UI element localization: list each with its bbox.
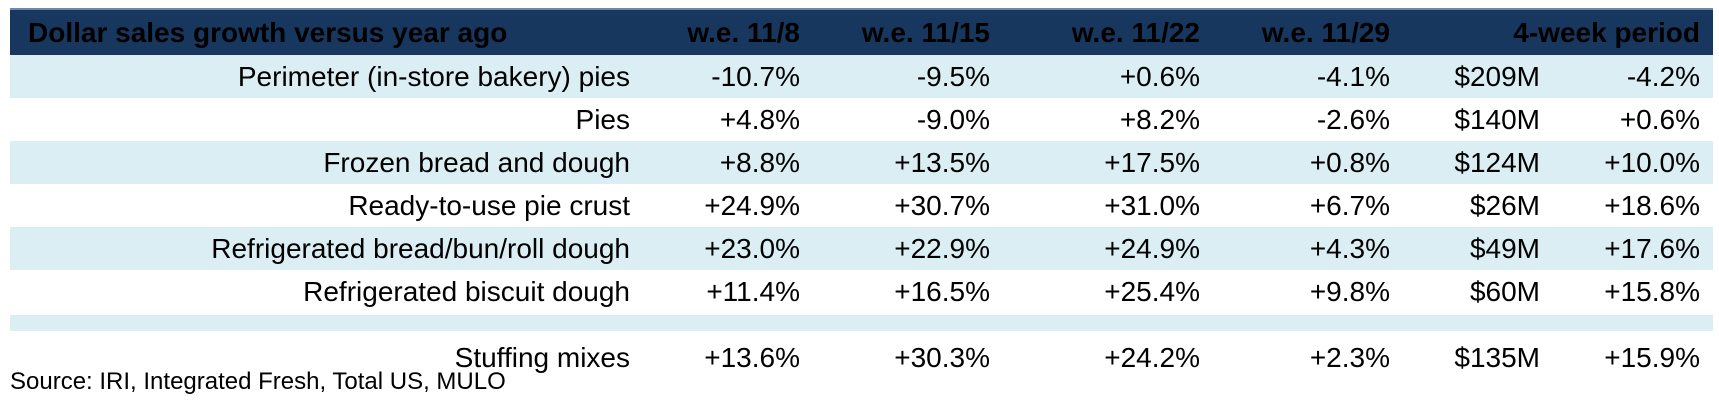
column-header-we-11-22: w.e. 11/22 — [1071, 17, 1200, 48]
table-divider — [10, 315, 1713, 331]
table-row: Ready-to-use pie crust +24.9% +30.7% +31… — [10, 184, 1713, 227]
value-4-week-growth: -4.2% — [1626, 61, 1700, 92]
value-we-11-8: +13.6% — [704, 342, 800, 373]
value-we-11-22: +24.2% — [1104, 342, 1200, 373]
value-we-11-8: +11.4% — [706, 276, 800, 307]
value-we-11-29: +9.8% — [1309, 276, 1390, 307]
source-note: Source: IRI, Integrated Fresh, Total US,… — [10, 368, 506, 395]
value-we-11-29: +2.3% — [1309, 342, 1390, 373]
value-4-week-growth: +18.6% — [1604, 190, 1700, 221]
value-4-week-growth: +17.6% — [1604, 233, 1700, 264]
row-label: Refrigerated biscuit dough — [303, 276, 630, 307]
row-label: Stuffing mixes — [454, 342, 630, 373]
table-header: Dollar sales growth versus year ago w.e.… — [10, 8, 1713, 55]
table-row: Refrigerated biscuit dough +11.4% +16.5%… — [10, 270, 1713, 313]
column-header-4-week-period: 4-week period — [1513, 17, 1700, 48]
value-4-week-sales: $135M — [1454, 342, 1540, 373]
value-we-11-15: -9.5% — [916, 61, 990, 92]
value-we-11-8: -10.7% — [711, 61, 800, 92]
row-label: Perimeter (in-store bakery) pies — [237, 61, 630, 92]
value-we-11-15: +22.9% — [894, 233, 990, 264]
table-row: Pies +4.8% -9.0% +8.2% -2.6% $140M +0.6% — [10, 98, 1713, 141]
column-header-we-11-8: w.e. 11/8 — [687, 17, 800, 48]
value-4-week-sales: $124M — [1454, 147, 1540, 178]
value-we-11-22: +24.9% — [1104, 233, 1200, 264]
value-we-11-29: -2.6% — [1316, 104, 1390, 135]
value-we-11-15: +13.5% — [894, 147, 990, 178]
table-row: Frozen bread and dough +8.8% +13.5% +17.… — [10, 141, 1713, 184]
value-we-11-8: +23.0% — [704, 233, 800, 264]
value-4-week-growth: +15.8% — [1604, 276, 1700, 307]
value-we-11-15: -9.0% — [916, 104, 990, 135]
value-4-week-growth: +10.0% — [1604, 147, 1700, 178]
value-we-11-22: +0.6% — [1119, 61, 1200, 92]
value-4-week-sales: $26M — [1469, 190, 1540, 221]
table-title: Dollar sales growth versus year ago — [28, 17, 508, 48]
value-we-11-15: +30.7% — [894, 190, 990, 221]
value-we-11-29: +4.3% — [1309, 233, 1390, 264]
row-label: Pies — [575, 104, 630, 135]
row-label: Frozen bread and dough — [323, 147, 630, 178]
value-4-week-sales: $209M — [1454, 61, 1540, 92]
row-label: Ready-to-use pie crust — [348, 190, 630, 221]
row-label: Refrigerated bread/bun/roll dough — [211, 233, 630, 264]
value-we-11-22: +17.5% — [1104, 147, 1200, 178]
value-we-11-22: +25.4% — [1104, 276, 1200, 307]
table-row: Perimeter (in-store bakery) pies -10.7% … — [10, 55, 1713, 98]
value-we-11-8: +4.8% — [719, 104, 800, 135]
value-we-11-8: +24.9% — [704, 190, 800, 221]
value-4-week-sales: $140M — [1454, 104, 1540, 135]
value-4-week-sales: $49M — [1469, 233, 1540, 264]
value-we-11-15: +16.5% — [894, 276, 990, 307]
value-we-11-29: +0.8% — [1309, 147, 1390, 178]
value-4-week-growth: +0.6% — [1619, 104, 1700, 135]
value-we-11-29: +6.7% — [1309, 190, 1390, 221]
value-we-11-22: +31.0% — [1104, 190, 1200, 221]
value-we-11-29: -4.1% — [1316, 61, 1390, 92]
sales-growth-table: Dollar sales growth versus year ago w.e.… — [10, 8, 1713, 381]
value-we-11-8: +8.8% — [719, 147, 800, 178]
table-row: Stuffing mixes +13.6% +30.3% +24.2% +2.3… — [10, 331, 1713, 381]
value-4-week-growth: +15.9% — [1604, 342, 1700, 373]
value-4-week-sales: $60M — [1469, 276, 1540, 307]
column-header-we-11-15: w.e. 11/15 — [861, 17, 990, 48]
value-we-11-15: +30.3% — [894, 342, 990, 373]
column-header-we-11-29: w.e. 11/29 — [1261, 17, 1390, 48]
table-row: Refrigerated bread/bun/roll dough +23.0%… — [10, 227, 1713, 270]
value-we-11-22: +8.2% — [1119, 104, 1200, 135]
